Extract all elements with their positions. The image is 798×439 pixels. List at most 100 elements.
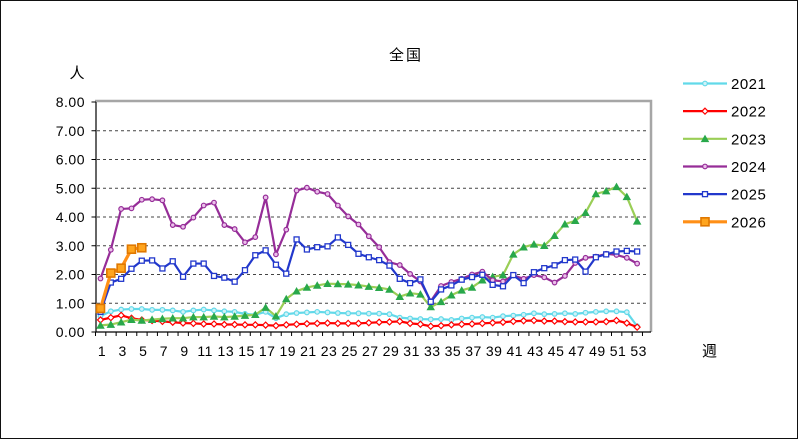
data-point-marker <box>312 281 322 289</box>
data-point-marker <box>417 276 424 283</box>
x-tick-label: 35 <box>445 343 462 359</box>
data-point-marker <box>252 234 259 241</box>
data-point-marker <box>190 260 197 267</box>
y-axis-unit-label: 人 <box>69 65 85 82</box>
data-point-marker <box>510 312 517 319</box>
data-point-marker <box>365 233 372 240</box>
data-point-marker <box>220 312 229 321</box>
data-point-marker <box>458 276 465 283</box>
data-point-marker <box>261 303 270 311</box>
legend-label: 2021 <box>731 76 766 93</box>
data-point-marker <box>199 312 208 321</box>
data-point-marker <box>168 313 177 322</box>
data-point-marker <box>602 317 611 326</box>
data-point-marker <box>572 310 579 317</box>
data-point-marker <box>623 254 630 261</box>
data-point-marker <box>396 275 403 282</box>
data-point-marker <box>272 261 280 268</box>
data-point-marker <box>169 222 176 228</box>
data-point-marker <box>262 194 269 201</box>
data-point-marker <box>437 286 445 293</box>
data-point-marker <box>333 279 343 288</box>
data-point-marker <box>571 318 580 326</box>
data-point-marker <box>488 318 497 327</box>
data-point-marker <box>447 290 456 299</box>
data-point-marker <box>159 306 166 313</box>
data-point-marker <box>283 226 290 233</box>
data-point-marker <box>591 189 601 198</box>
data-point-marker <box>469 314 475 321</box>
x-tick-label: 39 <box>486 343 503 359</box>
data-point-marker <box>304 309 310 316</box>
data-point-marker <box>128 306 135 312</box>
data-point-marker <box>169 307 176 314</box>
data-point-marker <box>138 196 145 203</box>
data-point-marker <box>592 308 599 315</box>
data-point-marker <box>562 273 568 279</box>
data-point-marker <box>200 202 207 209</box>
data-point-marker <box>530 316 538 325</box>
legend-label: 2022 <box>731 104 766 121</box>
data-point-marker <box>200 260 207 267</box>
data-point-marker <box>292 320 301 329</box>
data-point-marker <box>540 317 549 325</box>
data-point-marker <box>499 318 507 327</box>
y-tick-label: 4.00 <box>56 209 85 225</box>
data-point-marker <box>447 320 456 329</box>
data-point-marker <box>561 256 569 264</box>
y-tick-label: 2.00 <box>56 267 85 283</box>
data-point-marker <box>262 247 269 254</box>
data-point-marker <box>334 234 342 241</box>
data-point-marker <box>271 311 281 320</box>
x-tick-label: 19 <box>279 343 296 359</box>
x-tick-label: 43 <box>527 343 544 359</box>
data-point-marker <box>478 319 487 328</box>
data-point-marker <box>323 279 332 287</box>
data-point-marker <box>242 239 248 246</box>
data-point-marker <box>324 309 331 316</box>
gridlines <box>97 130 649 304</box>
data-point-marker <box>478 276 487 284</box>
x-tick-label: 31 <box>403 343 420 359</box>
data-point-marker <box>529 240 539 248</box>
data-point-marker <box>365 310 372 317</box>
data-point-marker <box>601 186 611 195</box>
data-point-marker <box>282 320 291 329</box>
data-point-marker <box>436 297 446 306</box>
data-point-marker <box>147 315 157 323</box>
data-point-marker <box>385 285 394 293</box>
data-point-marker <box>159 197 166 204</box>
data-point-marker <box>179 273 187 280</box>
series-2025 <box>97 234 641 316</box>
data-point-marker <box>334 202 341 209</box>
y-tick-label: 3.00 <box>56 238 85 254</box>
data-point-marker <box>700 134 710 143</box>
data-point-marker <box>211 307 217 314</box>
data-point-marker <box>240 311 250 319</box>
data-point-marker <box>561 317 569 326</box>
data-point-marker <box>364 318 373 327</box>
data-point-marker <box>570 216 580 225</box>
data-point-marker <box>293 310 300 316</box>
data-point-marker <box>406 319 414 328</box>
plot-frame-grey <box>95 99 653 332</box>
data-point-marker <box>613 308 620 315</box>
data-point-marker <box>551 310 558 317</box>
y-tick-label: 1.00 <box>56 295 85 311</box>
data-point-marker <box>438 316 444 322</box>
data-point-marker <box>541 311 548 318</box>
data-point-marker <box>273 251 279 258</box>
x-tick-label: 7 <box>160 343 168 359</box>
data-point-marker <box>180 223 186 230</box>
data-point-marker <box>148 257 156 264</box>
data-point-marker <box>365 254 372 261</box>
data-point-marker <box>138 257 145 264</box>
data-point-marker <box>117 275 125 282</box>
data-point-marker <box>622 192 632 201</box>
data-point-marker <box>572 256 579 263</box>
data-point-marker <box>458 315 465 322</box>
data-point-marker <box>252 252 259 259</box>
legend-entry-2024: 2024 <box>683 159 766 176</box>
data-point-marker <box>179 319 187 327</box>
y-tick-label: 7.00 <box>56 123 85 139</box>
